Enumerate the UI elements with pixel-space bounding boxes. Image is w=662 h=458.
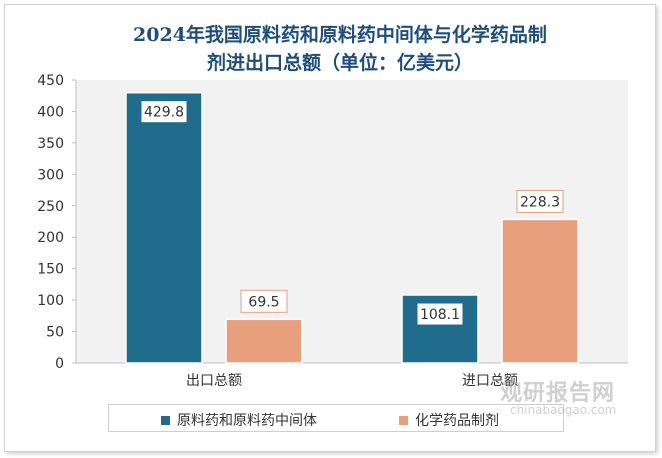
watermark-logo: 观研报告网 (500, 381, 616, 406)
y-tick-label: 250 (37, 199, 64, 215)
data-label-1-1: 429.8 (144, 105, 184, 121)
legend-label-series-1: 原料药和原料药中间体 (177, 413, 317, 429)
y-tick-label: 100 (37, 293, 64, 309)
legend-swatch-series-2 (399, 415, 408, 425)
y-tick-label: 300 (37, 167, 64, 183)
data-label-2-1: 69.5 (248, 294, 279, 310)
legend-item-series-2: 化学药品制剂 (399, 410, 499, 430)
y-tick-label: 0 (55, 356, 64, 372)
legend-item-series-1: 原料药和原料药中间体 (161, 410, 317, 430)
bar-2-2 (501, 218, 579, 364)
chart-title-line1: 2024年我国原料药和原料药中间体与化学药品制 (133, 24, 547, 46)
x-tick-label: 进口总额 (462, 373, 518, 389)
data-label-box-2-1 (240, 289, 288, 313)
y-tick-label: 150 (37, 262, 64, 278)
y-tick-label: 350 (37, 136, 64, 152)
y-tick-label: 400 (37, 104, 64, 120)
data-label-2-2: 228.3 (520, 194, 560, 210)
legend-label-series-2: 化学药品制剂 (415, 413, 499, 429)
y-tick-label: 50 (46, 325, 64, 341)
watermark-url: chinabaogao.com (510, 403, 617, 417)
x-tick-label: 出口总额 (186, 373, 242, 389)
data-label-box-1-2 (416, 302, 464, 326)
y-tick-label: 450 (37, 73, 64, 89)
legend-swatch-series-1 (161, 415, 170, 425)
y-tick-label: 200 (37, 230, 64, 246)
data-label-box-2-2 (516, 189, 564, 213)
chart-legend: 原料药和原料药中间体 化学药品制剂 (108, 404, 564, 432)
data-label-box-1-1 (140, 100, 188, 124)
bar-1-1 (125, 91, 203, 364)
data-label-1-2: 108.1 (420, 307, 460, 323)
chart-title-line2: 剂进出口总额（单位：亿美元） (206, 52, 473, 74)
bar-2-1 (225, 318, 303, 364)
